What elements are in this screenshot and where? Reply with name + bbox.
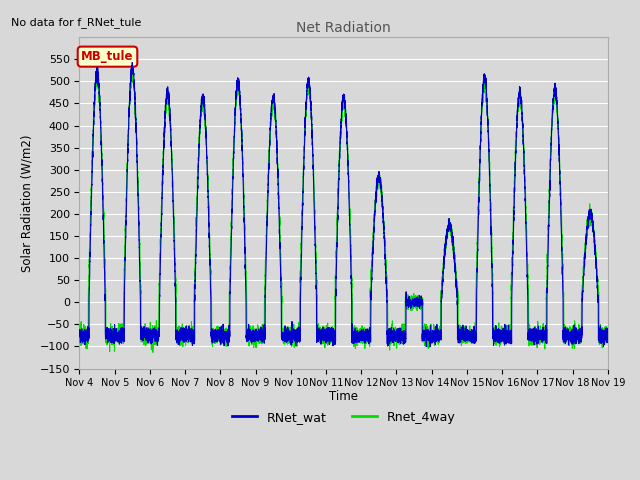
Text: MB_tule: MB_tule: [81, 50, 134, 63]
Text: No data for f_RNet_tule: No data for f_RNet_tule: [11, 17, 141, 28]
X-axis label: Time: Time: [329, 390, 358, 403]
Legend: RNet_wat, Rnet_4way: RNet_wat, Rnet_4way: [227, 406, 460, 429]
Title: Net Radiation: Net Radiation: [296, 21, 391, 35]
Y-axis label: Solar Radiation (W/m2): Solar Radiation (W/m2): [21, 134, 34, 272]
